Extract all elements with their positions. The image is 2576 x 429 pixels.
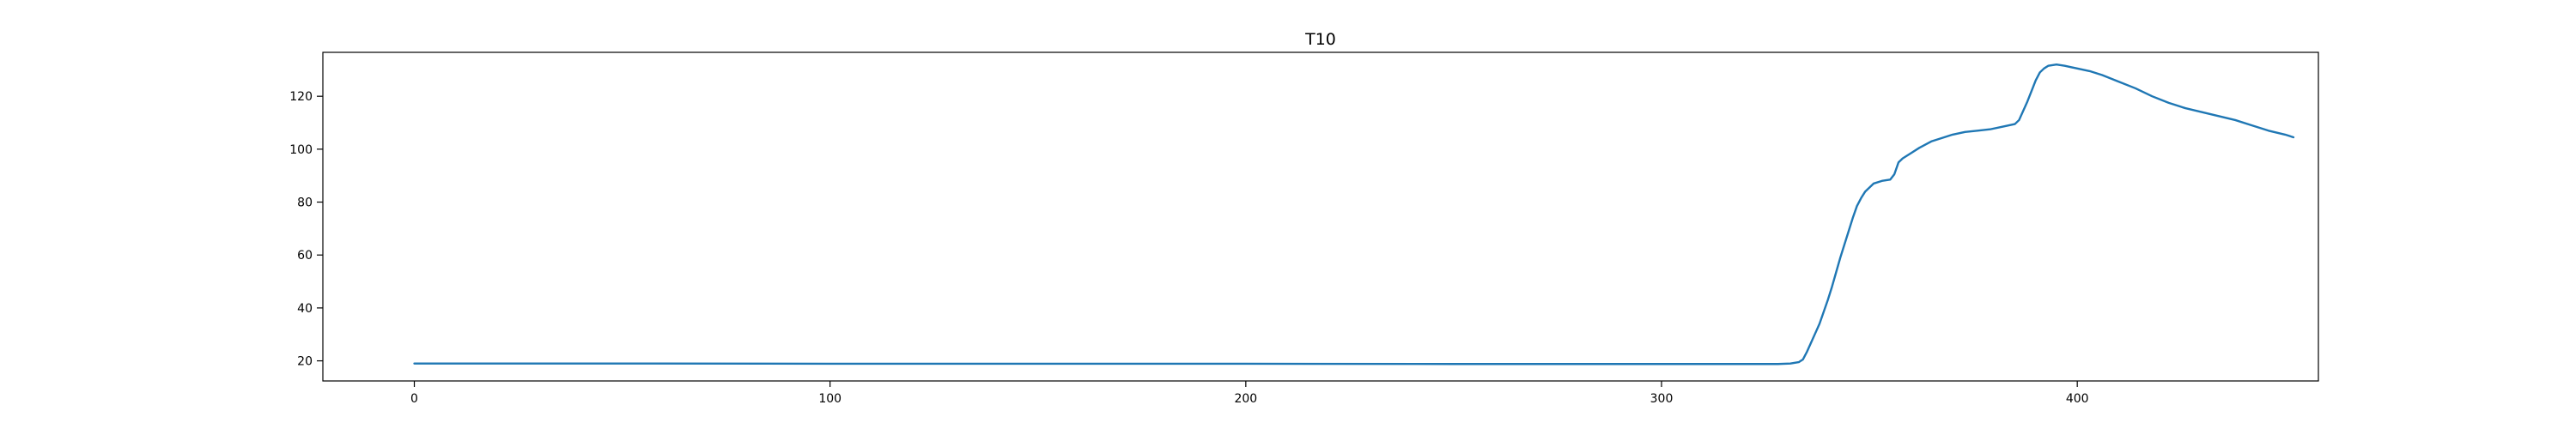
y-tick-label: 80: [297, 196, 313, 210]
plot-frame: [322, 51, 2319, 382]
axis-ticks: 0 100 200 300 400 20 40 60 80 100 120: [289, 90, 2088, 406]
x-tick-label: 200: [1234, 392, 1257, 406]
y-tick-label: 120: [289, 90, 313, 104]
y-tick-label: 40: [297, 302, 313, 316]
series-line-t10: [413, 63, 2295, 366]
x-tick-label: 0: [410, 392, 418, 406]
chart-title: T10: [1304, 30, 1336, 49]
y-tick-label: 60: [297, 249, 313, 263]
series-layer: [413, 63, 2295, 366]
x-tick-label: 300: [1650, 392, 1674, 406]
y-tick-label: 20: [297, 355, 313, 369]
x-tick-label: 400: [2066, 392, 2089, 406]
x-tick-label: 100: [818, 392, 841, 406]
y-tick-label: 100: [289, 143, 313, 157]
